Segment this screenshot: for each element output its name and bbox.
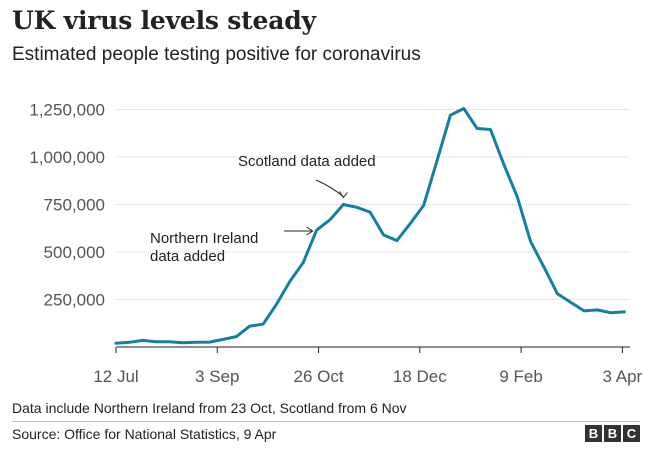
bbc-logo-block: B bbox=[604, 425, 621, 442]
x-tick-label: 3 Apr bbox=[603, 367, 643, 386]
y-tick-label: 500,000 bbox=[44, 243, 105, 262]
x-tick-label: 18 Dec bbox=[393, 367, 447, 386]
x-tick-label: 12 Jul bbox=[93, 367, 138, 386]
chart-title: UK virus levels steady bbox=[12, 6, 316, 35]
source-text: Source: Office for National Statistics, … bbox=[12, 426, 277, 442]
annotation-arrowhead bbox=[338, 191, 348, 199]
bbc-logo-block: B bbox=[585, 425, 602, 442]
line-chart: 250,000500,000750,0001,000,0001,250,000 … bbox=[29, 101, 643, 387]
footer-divider bbox=[12, 421, 640, 422]
gridlines bbox=[116, 109, 630, 300]
y-axis-tick-labels: 250,000 500,000 750,000 1,000,000 1,250,000 bbox=[29, 101, 105, 310]
series-line bbox=[114, 107, 626, 345]
x-axis: 12 Jul 3 Sep 26 Oct 18 Dec 9 Feb 3 Apr bbox=[93, 346, 643, 386]
footnote: Data include Northern Ireland from 23 Oc… bbox=[12, 400, 407, 416]
y-tick-label: 750,000 bbox=[44, 196, 105, 215]
y-tick-label: 1,000,000 bbox=[29, 148, 105, 167]
y-tick-label: 1,250,000 bbox=[29, 101, 105, 120]
chart-subtitle: Estimated people testing positive for co… bbox=[12, 44, 421, 65]
annotation-arrow bbox=[315, 179, 344, 197]
bbc-logo-block: C bbox=[623, 425, 640, 442]
annotation-label: data added bbox=[150, 248, 225, 265]
x-tick-label: 3 Sep bbox=[195, 367, 239, 386]
annotations: Scotland data added Northern Irelanddata … bbox=[150, 153, 376, 265]
x-tick-label: 9 Feb bbox=[499, 367, 542, 386]
series-layer bbox=[114, 107, 626, 345]
y-tick-label: 250,000 bbox=[44, 291, 105, 310]
annotation-arrowhead bbox=[306, 226, 314, 236]
annotation-label: Northern Ireland bbox=[150, 230, 258, 247]
annotation-label: Scotland data added bbox=[238, 153, 376, 170]
x-tick-label: 26 Oct bbox=[293, 367, 343, 386]
bbc-logo: B B C bbox=[585, 425, 640, 442]
